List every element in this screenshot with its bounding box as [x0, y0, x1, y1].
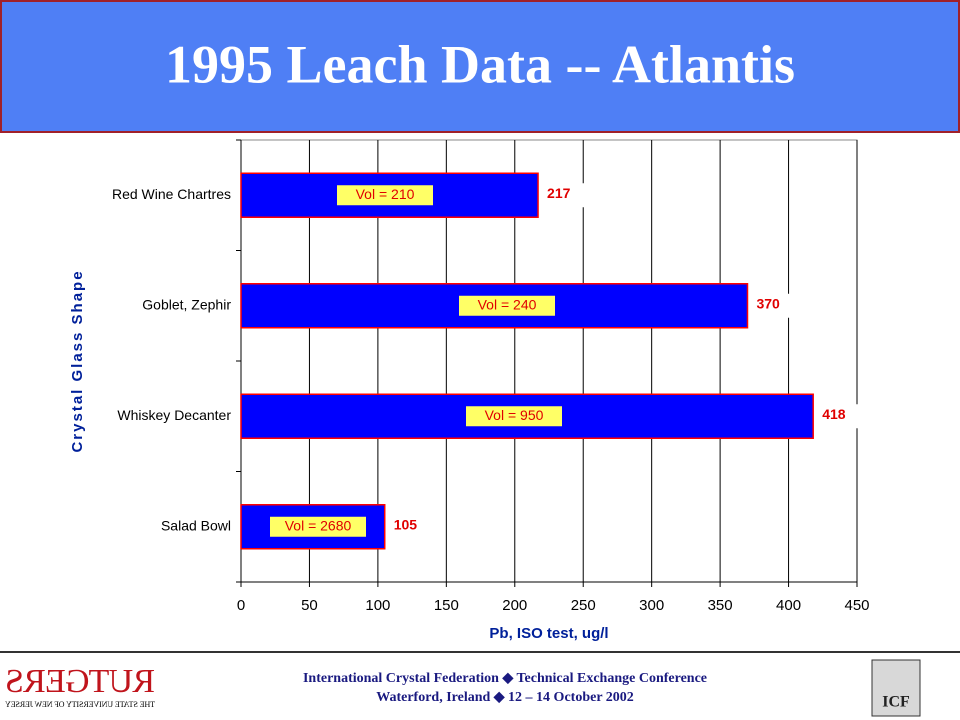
y-tick-label: Whiskey Decanter	[117, 407, 231, 423]
data-label-bg	[387, 514, 432, 539]
x-axis-label: Pb, ISO test, ug/l	[489, 625, 608, 642]
annotation: Vol = 950	[485, 407, 544, 423]
x-tick-label: 350	[708, 597, 733, 614]
x-tick-label: 100	[365, 597, 390, 614]
data-label: 418	[822, 406, 846, 422]
x-tick-label: 250	[571, 597, 596, 614]
y-tick-label: Salad Bowl	[161, 517, 231, 533]
footer-line: International Crystal Federation ◆ Techn…	[303, 671, 707, 686]
logo-right-box	[871, 659, 921, 717]
logo-left: RUTGERS THE STATE UNIVERSITY OF NEW JERS…	[5, 663, 155, 709]
chart: 0 50 100 150 200 250 300 350 400 450 Red Wine Char…	[69, 139, 870, 642]
annotation-box	[270, 516, 366, 537]
logo-right: ICF	[882, 694, 910, 711]
y-axis-label: Crystal Glass Shape	[69, 269, 86, 452]
x-tick-label: 50	[301, 597, 318, 614]
data-label-bg	[816, 404, 861, 429]
data-label-bg	[541, 183, 586, 208]
x-tick-label: 450	[844, 597, 869, 614]
logo-subtext: THE STATE UNIVERSITY OF NEW JERSEY	[5, 700, 155, 709]
slide-title: 1995 Leach Data -- Atlantis	[165, 34, 795, 94]
annotation: Vol = 2680	[285, 517, 352, 533]
x-tick-label: 0	[237, 597, 245, 614]
annotation-box	[459, 295, 555, 316]
annotation-box	[337, 185, 433, 206]
data-label: 217	[547, 185, 571, 201]
x-tick-label: 150	[434, 597, 459, 614]
bar	[240, 393, 814, 439]
x-tick-label: 300	[639, 597, 664, 614]
data-label: 370	[756, 295, 780, 311]
y-tick-label: Goblet, Zephir	[142, 296, 231, 312]
data-label-bg	[750, 293, 795, 318]
annotation-box	[466, 406, 562, 427]
footer-line: Waterford, Ireland ◆ 12 – 14 October 200…	[376, 690, 634, 705]
x-tick-label: 200	[502, 597, 527, 614]
annotation: Vol = 240	[478, 296, 537, 312]
y-tick-label: Red Wine Chartres	[112, 186, 231, 202]
x-tick-label: 400	[776, 597, 801, 614]
title-banner	[0, 0, 960, 133]
annotation: Vol = 210	[356, 186, 415, 202]
logo-text: RUTGERS	[5, 663, 155, 700]
data-label: 105	[394, 516, 418, 532]
